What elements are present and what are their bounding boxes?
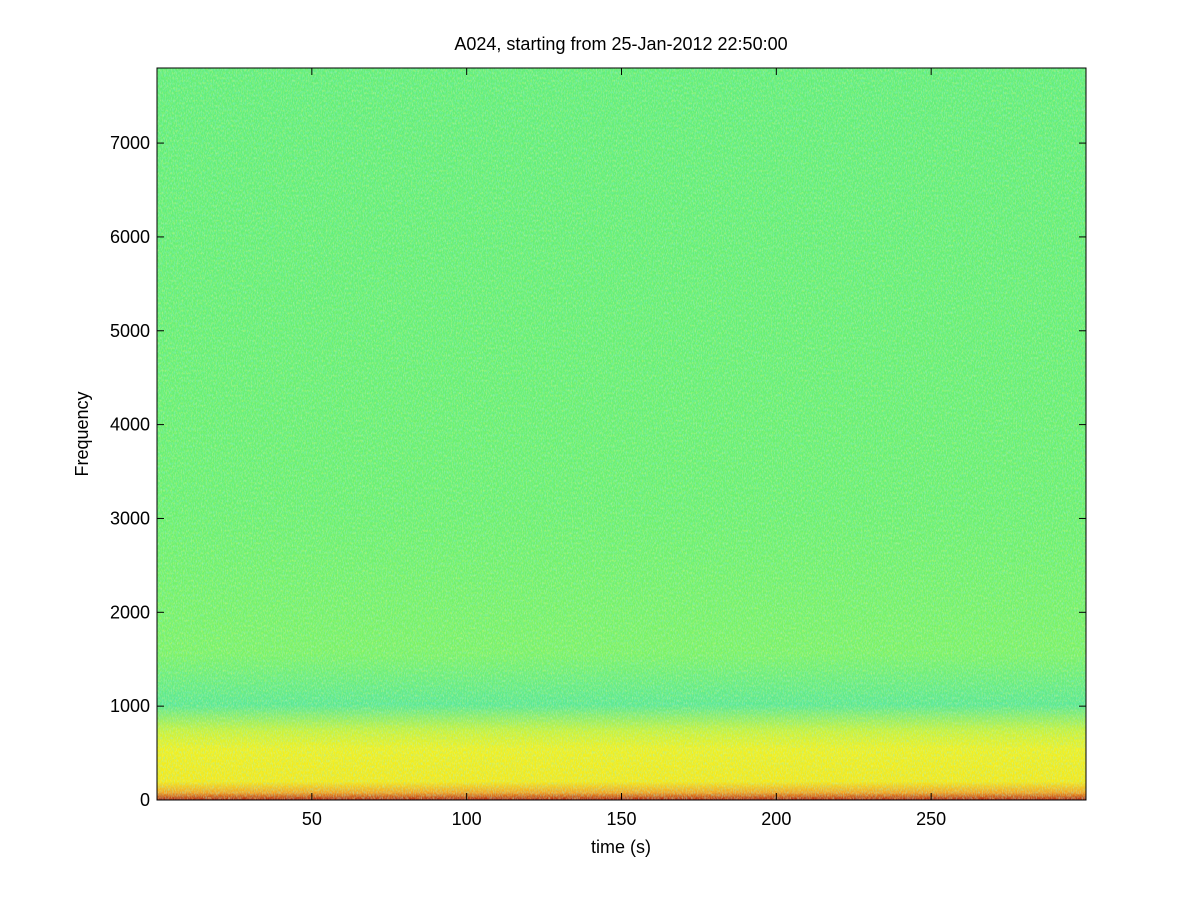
y-tick-label: 6000 (110, 227, 150, 247)
y-tick-label: 5000 (110, 321, 150, 341)
x-tick-label: 250 (916, 809, 946, 829)
y-tick-label: 0 (140, 790, 150, 810)
spectrogram-texture (157, 68, 1086, 800)
x-tick-label: 50 (302, 809, 322, 829)
y-tick-label: 4000 (110, 415, 150, 435)
y-tick-label: 7000 (110, 133, 150, 153)
y-tick-label: 2000 (110, 602, 150, 622)
y-axis-label: Frequency (72, 391, 92, 476)
y-tick-label: 1000 (110, 696, 150, 716)
x-axis-label: time (s) (591, 837, 651, 857)
x-tick-label: 100 (452, 809, 482, 829)
chart-title: A024, starting from 25-Jan-2012 22:50:00 (454, 34, 787, 54)
y-tick-label: 3000 (110, 508, 150, 528)
spectrogram-image (156, 67, 1087, 801)
x-tick-label: 150 (606, 809, 636, 829)
x-tick-label: 200 (761, 809, 791, 829)
